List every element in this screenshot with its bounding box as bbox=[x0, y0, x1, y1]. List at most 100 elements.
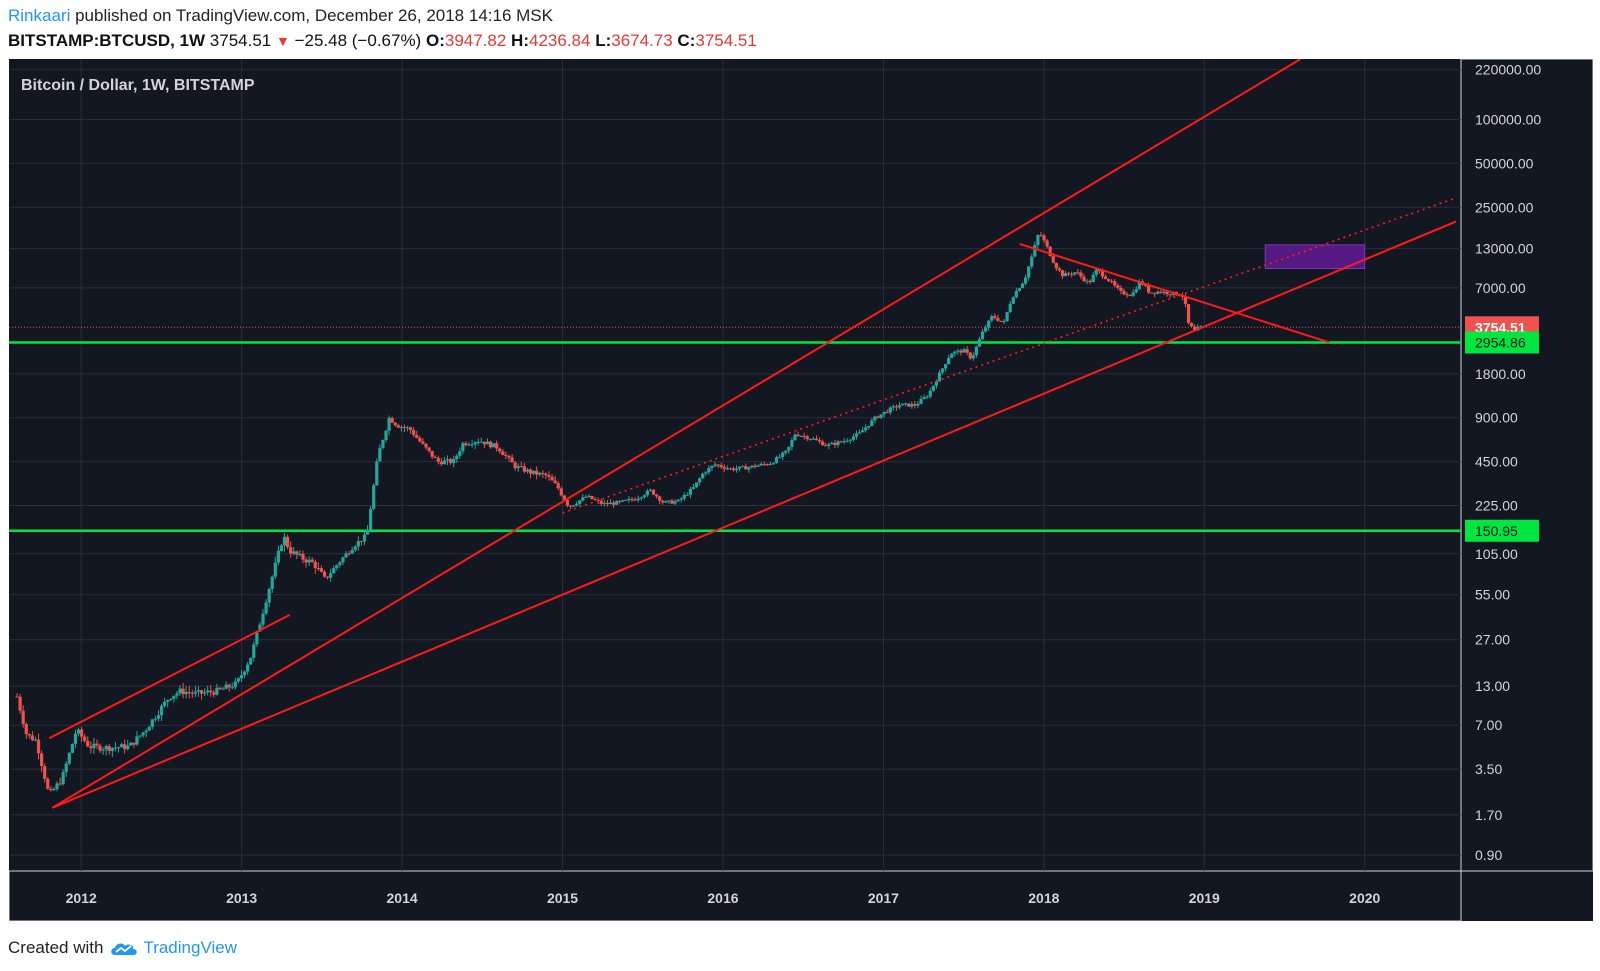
candle-body bbox=[888, 407, 892, 413]
candle-body bbox=[947, 357, 951, 365]
price-chart[interactable]: 220000.00 100000.00 50000.00 25000.00 13000.… bbox=[8, 58, 1594, 922]
candle-body bbox=[1122, 290, 1126, 295]
candle-body bbox=[390, 418, 394, 423]
candle-body bbox=[1106, 279, 1111, 282]
high-value: 4236.84 bbox=[529, 31, 591, 50]
candle-body bbox=[83, 736, 87, 741]
candle-body bbox=[857, 432, 862, 434]
candle-body bbox=[1079, 272, 1083, 277]
close-value: 3754.51 bbox=[695, 31, 757, 50]
plot-area[interactable] bbox=[9, 59, 1461, 809]
candle-body bbox=[322, 571, 327, 577]
candle-body bbox=[218, 687, 222, 689]
candle-body bbox=[713, 464, 717, 466]
candle-body bbox=[1054, 262, 1058, 269]
candle-body bbox=[513, 462, 517, 469]
chart-svg[interactable]: 220000.00 100000.00 50000.00 25000.00 13000.… bbox=[8, 58, 1594, 922]
candle-body bbox=[356, 541, 360, 547]
candle-body bbox=[618, 501, 622, 503]
candle-body bbox=[488, 441, 493, 448]
upper-channel-line bbox=[51, 59, 1302, 809]
candle-body bbox=[181, 688, 185, 695]
candle-body bbox=[833, 442, 837, 446]
candle-body bbox=[49, 788, 53, 791]
candle-body bbox=[593, 499, 597, 501]
candle-body bbox=[1159, 291, 1163, 293]
candle-body bbox=[329, 573, 333, 578]
footer: Created with TradingView bbox=[8, 938, 237, 958]
author-link[interactable]: Rinkaari bbox=[8, 6, 71, 25]
candle-body bbox=[891, 406, 895, 408]
price-axis-panel[interactable] bbox=[1460, 58, 1594, 872]
candle-body bbox=[79, 729, 84, 737]
candle-body bbox=[808, 439, 812, 441]
candle-body bbox=[187, 692, 191, 694]
candle-body bbox=[1020, 283, 1025, 289]
candle-body bbox=[940, 368, 945, 373]
candle-body bbox=[584, 496, 588, 498]
candle-body bbox=[688, 488, 693, 495]
candle-body bbox=[1005, 312, 1009, 322]
candle-body bbox=[510, 457, 514, 463]
candle-body bbox=[433, 456, 437, 458]
candle-body bbox=[1165, 291, 1169, 295]
candle-body bbox=[919, 398, 923, 404]
candle-body bbox=[415, 435, 419, 438]
close-label: C: bbox=[677, 31, 696, 50]
candle-body bbox=[246, 664, 250, 672]
candle-body bbox=[741, 466, 745, 468]
candle-body bbox=[110, 747, 114, 751]
candle-body bbox=[319, 568, 324, 572]
candle-body bbox=[971, 355, 975, 359]
candle-body bbox=[1183, 296, 1188, 304]
candle-body bbox=[1051, 256, 1055, 263]
candle-body bbox=[999, 320, 1003, 322]
candle-body bbox=[396, 425, 400, 428]
time-axis-panel[interactable] bbox=[8, 870, 1462, 922]
candle-body bbox=[904, 403, 908, 405]
candle-body bbox=[310, 559, 314, 563]
candle-body bbox=[633, 499, 637, 501]
candle-body bbox=[1076, 272, 1080, 274]
candle-body bbox=[624, 499, 628, 501]
candle-body bbox=[691, 487, 696, 489]
candle-body bbox=[402, 426, 407, 428]
y-tick-label: 7000.00 bbox=[1475, 280, 1526, 296]
candle-body bbox=[1088, 280, 1092, 283]
candle-body bbox=[802, 435, 806, 437]
candle-body bbox=[654, 494, 659, 497]
x-tick-label: 2019 bbox=[1189, 890, 1220, 906]
candle-body bbox=[790, 440, 794, 447]
tradingview-link[interactable]: TradingView bbox=[143, 938, 237, 957]
candle-body bbox=[242, 671, 247, 676]
candle-body bbox=[707, 467, 711, 473]
created-with-text: Created with bbox=[8, 938, 104, 957]
candle-body bbox=[1146, 285, 1151, 293]
candle-body bbox=[541, 472, 545, 474]
candle-body bbox=[796, 434, 800, 437]
candle-body bbox=[885, 411, 889, 413]
candle-body bbox=[184, 692, 188, 695]
candle-body bbox=[375, 461, 379, 486]
candle-body bbox=[107, 746, 111, 751]
candle-body bbox=[126, 745, 130, 750]
candle-body bbox=[89, 746, 93, 749]
candle-body bbox=[821, 441, 825, 446]
symbol-name: BITSTAMP:BTCUSD, 1W bbox=[8, 31, 206, 50]
candle-body bbox=[839, 441, 843, 443]
candle-body bbox=[722, 467, 726, 469]
candle-body bbox=[1097, 269, 1101, 272]
candle-body bbox=[704, 472, 708, 474]
descending-resistance-line bbox=[1019, 243, 1330, 344]
x-tick-label: 2018 bbox=[1028, 890, 1059, 906]
y-tick-label: 13000.00 bbox=[1475, 241, 1534, 257]
candle-body bbox=[953, 351, 957, 354]
y-tick-label: 13.00 bbox=[1475, 678, 1510, 694]
candle-body bbox=[1100, 271, 1105, 277]
candle-body bbox=[894, 406, 899, 408]
candle-body bbox=[439, 461, 443, 465]
support-price-badge bbox=[1465, 331, 1539, 354]
candle-body bbox=[98, 745, 102, 751]
candle-body bbox=[123, 744, 127, 750]
candle-body bbox=[774, 457, 779, 464]
